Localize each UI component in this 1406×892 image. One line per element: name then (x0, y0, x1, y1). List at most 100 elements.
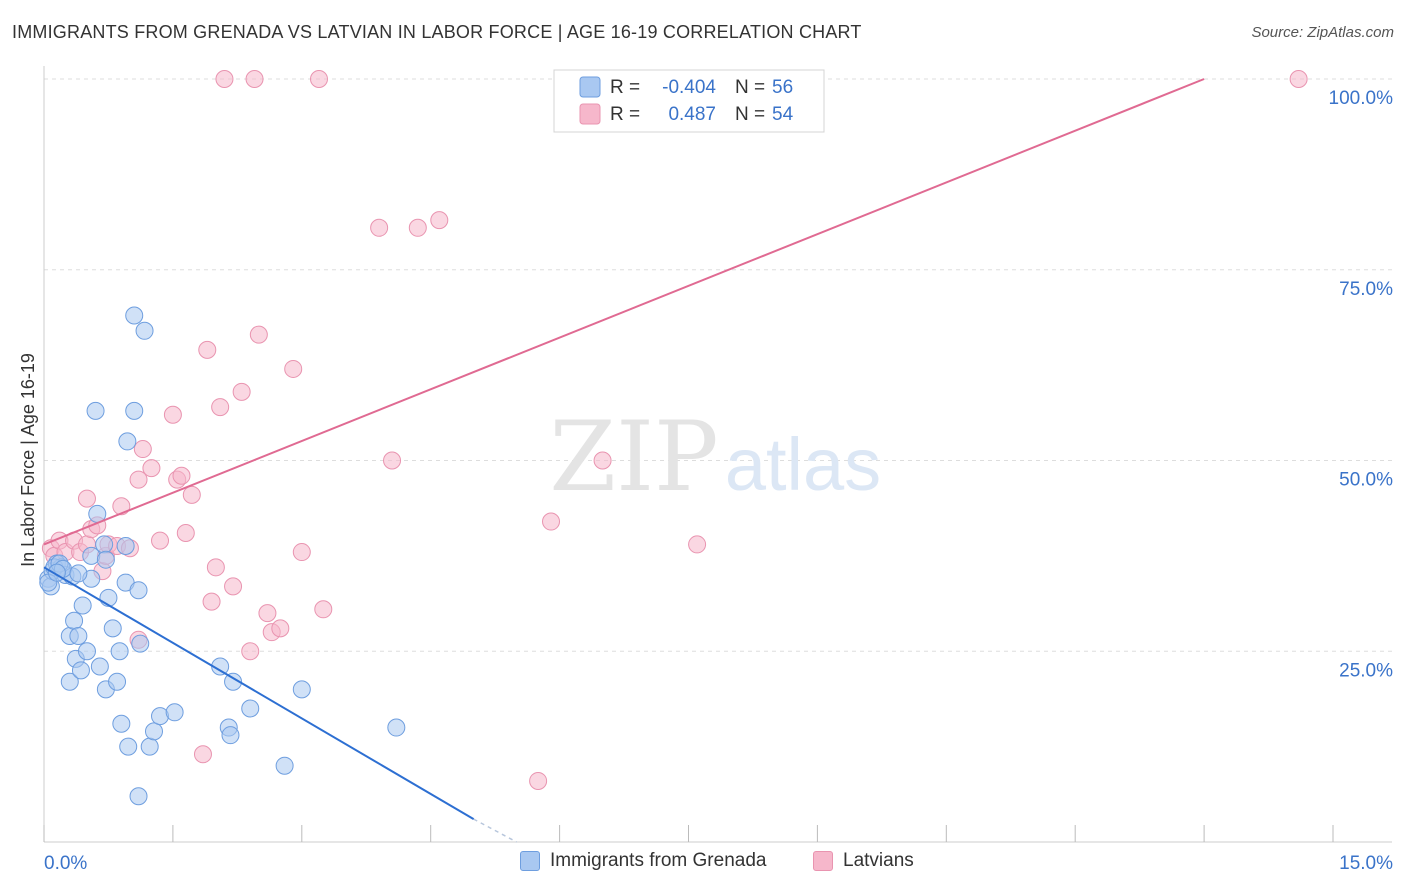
latvians-point-49 (542, 512, 561, 531)
legend-n-label-latvians: N = (735, 104, 765, 125)
grenada-point-43 (221, 726, 240, 745)
grenada-point-27 (112, 714, 131, 733)
latvians-point-46 (408, 218, 427, 237)
latvians-point-23 (172, 466, 191, 485)
grenada-point-36 (135, 321, 154, 340)
grenada-point-11 (69, 626, 88, 645)
latvians-point-41 (292, 543, 311, 562)
latvians-trend-line (43, 78, 1205, 546)
grenada-trend-extension (473, 818, 517, 843)
grenada-point-17 (86, 401, 105, 420)
legend-r-label-latvians: R = (610, 104, 640, 125)
x-tick-label-1: 15.0% (1339, 853, 1393, 874)
watermark: ZIP atlas (549, 401, 881, 513)
grenada-point-24 (103, 619, 122, 638)
latvians-point-28 (202, 592, 221, 611)
series-legend: Immigrants from Grenada Latvians (0, 850, 1406, 880)
latvians-point-18 (133, 440, 152, 459)
latvians-point-43 (314, 600, 333, 619)
grenada-point-12 (71, 661, 90, 680)
grenada-points (39, 306, 406, 806)
y-tick-label-0: 25.0% (1339, 660, 1393, 681)
x-tick-label-0: 0.0% (44, 853, 87, 874)
latvians-point-39 (271, 619, 290, 638)
latvians-point-31 (215, 70, 234, 88)
latvians-point-32 (224, 577, 243, 596)
latvians-point-14 (112, 497, 131, 516)
correlation-legend: R = -0.404 N = 56 R = 0.487 N = 54 (553, 69, 825, 133)
latvians-point-40 (284, 359, 303, 378)
latvians-point-19 (142, 459, 161, 478)
grenada-point-21 (96, 550, 115, 569)
latvians-point-42 (309, 70, 328, 88)
grenada-trend-line (43, 566, 475, 820)
legend-label-latvians: Latvians (843, 850, 914, 871)
watermark-atlas: atlas (725, 423, 881, 506)
legend-swatch-grenada (579, 76, 601, 98)
grenada-point-23 (99, 588, 118, 607)
latvians-point-53 (1289, 70, 1308, 88)
latvians-point-30 (211, 398, 230, 417)
latvians-point-51 (593, 451, 612, 470)
legend-swatch-latvians-bottom (813, 851, 833, 871)
grenada-point-25 (108, 672, 127, 691)
legend-label-grenada: Immigrants from Grenada (550, 850, 767, 871)
latvians-point-45 (383, 451, 402, 470)
grenada-point-47 (292, 680, 311, 699)
grenada-point-48 (387, 718, 406, 737)
gridlines (44, 78, 1392, 652)
legend-n-label-grenada: N = (735, 77, 765, 98)
grenada-point-26 (110, 642, 129, 661)
legend-n-value-latvians: 54 (772, 104, 794, 125)
watermark-zip: ZIP (549, 401, 718, 513)
trend-lines (43, 78, 1205, 843)
grenada-point-37 (140, 737, 159, 756)
grenada-point-34 (129, 787, 148, 806)
latvians-point-33 (232, 382, 251, 401)
grenada-point-44 (224, 672, 243, 691)
y-axis-label: In Labor Force | Age 16-19 (18, 353, 38, 567)
grenada-point-33 (129, 581, 148, 600)
latvians-point-37 (258, 604, 277, 623)
latvians-point-29 (206, 558, 225, 577)
grenada-point-31 (125, 401, 144, 420)
latvians-point-20 (151, 531, 170, 550)
source-label: Source: ZipAtlas.com (1251, 24, 1394, 41)
y-tick-label-1: 50.0% (1339, 470, 1393, 491)
grenada-point-46 (275, 756, 294, 775)
grenada-point-53 (116, 536, 135, 555)
legend-item-grenada: Immigrants from Grenada (520, 850, 766, 872)
legend-swatch-latvians (579, 103, 601, 125)
grenada-point-30 (119, 737, 138, 756)
axes (43, 66, 1392, 843)
y-tick-label-2: 75.0% (1339, 279, 1393, 300)
latvians-point-52 (688, 535, 707, 554)
y-tick-label-3: 100.0% (1329, 88, 1394, 109)
grenada-point-40 (165, 703, 184, 722)
latvians-point-26 (193, 745, 212, 764)
chart-title: IMMIGRANTS FROM GRENADA VS LATVIAN IN LA… (12, 22, 862, 42)
legend-r-label-grenada: R = (610, 77, 640, 98)
latvians-point-25 (182, 485, 201, 504)
legend-n-value-grenada: 56 (772, 77, 793, 98)
legend-r-value-latvians: 0.487 (668, 104, 716, 125)
legend-item-latvians: Latvians (813, 850, 914, 872)
grenada-point-32 (125, 306, 144, 325)
grenada-point-52 (69, 564, 88, 583)
grenada-point-14 (77, 642, 96, 661)
grenada-point-20 (95, 535, 114, 554)
grenada-point-45 (241, 699, 260, 718)
latvians-point-35 (245, 70, 264, 88)
legend-swatch-grenada-bottom (520, 851, 540, 871)
grenada-point-38 (144, 722, 163, 741)
latvians-point-21 (163, 405, 182, 424)
y-tick-labels: 25.0% 50.0% 75.0% 100.0% (1329, 88, 1394, 681)
latvians-point-27 (198, 340, 217, 359)
legend-r-value-grenada: -0.404 (662, 77, 716, 98)
latvians-point-44 (370, 218, 389, 237)
latvians-point-7 (77, 489, 96, 508)
x-tick-labels: 0.0% 15.0% (44, 853, 1393, 874)
grenada-point-6 (60, 672, 79, 691)
grenada-point-9 (65, 611, 84, 630)
